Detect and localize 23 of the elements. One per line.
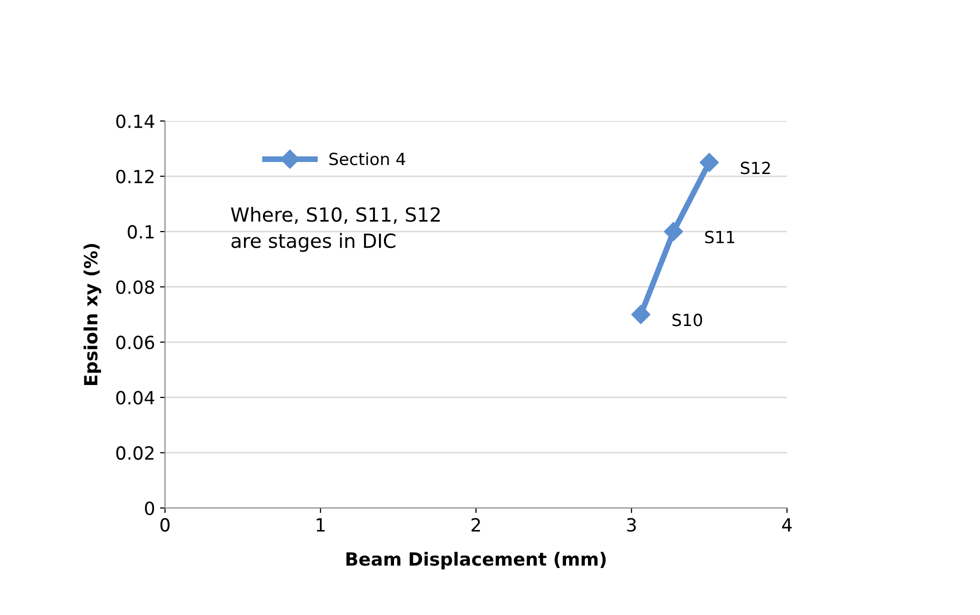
y-tick-label: 0.08 bbox=[116, 280, 154, 294]
x-tick-label: 1 bbox=[316, 518, 325, 532]
y-tick-label: 0.02 bbox=[116, 446, 154, 460]
y-tick-label: 0.14 bbox=[116, 114, 154, 128]
x-axis-title: Beam Displacement (mm) bbox=[346, 552, 606, 570]
x-tick-label: 4 bbox=[782, 518, 792, 532]
x-tick-label: 2 bbox=[472, 518, 480, 532]
annotation: S11 bbox=[705, 230, 734, 244]
y-axis-title: Epsioln xy (%) bbox=[84, 244, 102, 385]
point bbox=[700, 152, 719, 172]
y-tick-label: 0 bbox=[144, 501, 154, 516]
point bbox=[631, 304, 650, 324]
y-tick-label: 0.06 bbox=[116, 336, 154, 350]
point bbox=[664, 222, 684, 242]
x-tick-label: 0 bbox=[160, 518, 170, 532]
annotation: S12 bbox=[740, 162, 770, 174]
x-tick-label: 3 bbox=[627, 518, 636, 532]
y-tick-label: 0.04 bbox=[116, 390, 154, 405]
legend-label: Section 4 bbox=[329, 152, 406, 166]
annotation: S10 bbox=[672, 314, 702, 326]
y-tick-label: 0.12 bbox=[116, 170, 154, 184]
annotation: Where, S10, S11, S12 are stages in DIC bbox=[230, 206, 440, 252]
y-tick-label: 0.1 bbox=[128, 225, 154, 239]
